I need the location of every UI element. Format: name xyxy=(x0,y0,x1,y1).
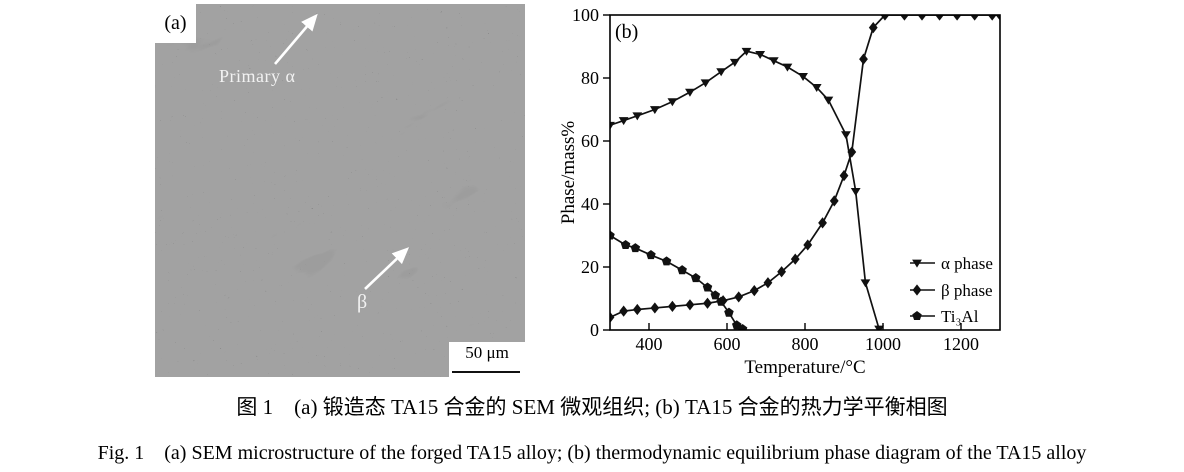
legend-marker-beta xyxy=(912,284,922,296)
legend-marker-alpha xyxy=(912,259,922,268)
y-tick-label: 60 xyxy=(581,131,599,151)
legend-label-beta: β phase xyxy=(941,281,993,300)
chart-legend: α phase β phase Ti₃Al xyxy=(910,254,993,326)
x-tick-label: 600 xyxy=(714,334,741,354)
panel-a-label: (a) xyxy=(155,4,196,43)
marker-beta xyxy=(632,303,642,316)
sem-annotation-arrows xyxy=(274,13,410,290)
beta-arrow xyxy=(364,247,410,290)
marker-ti3al xyxy=(677,265,687,275)
marker-beta xyxy=(868,22,878,34)
panel-b-label: (b) xyxy=(615,21,639,43)
marker-beta xyxy=(847,146,857,158)
marker-beta xyxy=(970,14,980,21)
series-beta xyxy=(609,14,1001,323)
caption-chinese: 图 1 (a) 锻造态 TA15 合金的 SEM 微观组织; (b) TA15 … xyxy=(236,395,948,419)
x-axis-label: Temperature/°C xyxy=(744,357,865,378)
marker-beta xyxy=(763,277,773,289)
x-tick-label: 400 xyxy=(636,334,663,354)
marker-beta xyxy=(803,239,813,251)
primary-alpha-arrow xyxy=(274,13,318,65)
marker-alpha xyxy=(716,68,727,77)
marker-ti3al xyxy=(691,273,701,283)
marker-ti3al xyxy=(646,250,656,260)
legend-label-ti3al: Ti₃Al xyxy=(941,307,979,326)
marker-beta xyxy=(818,217,827,229)
marker-beta xyxy=(790,253,800,265)
sem-texture xyxy=(155,4,525,377)
marker-beta xyxy=(935,14,944,21)
scale-bar-label: 50 μm xyxy=(465,343,509,362)
marker-ti3al xyxy=(716,296,726,306)
scale-bar-line xyxy=(452,371,520,373)
sem-micrograph: Primary α β (a) 50 μm xyxy=(155,4,525,377)
x-axis xyxy=(648,323,962,330)
marker-beta xyxy=(777,266,786,278)
marker-alpha xyxy=(649,106,660,115)
marker-beta xyxy=(703,297,712,309)
beta-annotation: β xyxy=(357,291,368,313)
x-tick-label: 800 xyxy=(792,334,819,354)
marker-beta xyxy=(829,195,839,207)
marker-alpha xyxy=(798,73,808,82)
marker-beta xyxy=(952,14,962,21)
marker-alpha xyxy=(685,88,695,97)
series-ti3al xyxy=(609,230,748,331)
legend-label-alpha: α phase xyxy=(941,254,993,273)
marker-alpha xyxy=(755,50,766,59)
y-tick-label: 40 xyxy=(581,194,599,214)
marker-ti3al xyxy=(630,243,641,253)
caption-english: Fig. 1 (a) SEM microstructure of the for… xyxy=(97,442,1087,464)
y-tick-label: 0 xyxy=(590,320,599,340)
series-line-ti3al xyxy=(609,234,744,330)
marker-alpha xyxy=(609,121,615,130)
marker-beta xyxy=(668,300,677,312)
marker-alpha xyxy=(782,63,793,72)
marker-beta xyxy=(859,53,868,65)
marker-beta xyxy=(987,14,997,21)
phase-diagram-chart: 400 600 800 1000 1200 0 20 40 60 80 100 Temperature… xyxy=(558,5,1001,378)
marker-alpha xyxy=(700,79,711,88)
marker-beta xyxy=(839,170,849,182)
marker-ti3al xyxy=(702,282,713,292)
marker-beta xyxy=(917,14,927,21)
marker-ti3al xyxy=(724,307,734,317)
marker-beta xyxy=(650,302,660,314)
scale-bar: 50 μm xyxy=(449,342,525,377)
phase-diagram-panel: 400 600 800 1000 1200 0 20 40 60 80 100 Temperature… xyxy=(558,0,1030,382)
marker-alpha xyxy=(729,58,740,67)
marker-alpha xyxy=(741,47,752,56)
x-tick-label: 1000 xyxy=(865,334,901,354)
marker-alpha xyxy=(618,117,629,126)
marker-alpha xyxy=(823,96,834,105)
series-alpha xyxy=(609,47,884,331)
x-tick-label: 1200 xyxy=(943,334,979,354)
y-tick-label: 80 xyxy=(581,68,599,88)
y-tick-label: 20 xyxy=(581,257,599,277)
marker-beta xyxy=(749,285,759,297)
marker-alpha xyxy=(768,57,779,66)
marker-alpha xyxy=(667,98,678,107)
marker-alpha xyxy=(860,279,871,288)
marker-ti3al xyxy=(710,290,721,300)
legend-marker-ti3al xyxy=(912,311,922,321)
marker-beta xyxy=(900,14,909,21)
marker-ti3al xyxy=(620,239,631,249)
marker-alpha xyxy=(632,112,643,121)
marker-alpha xyxy=(850,188,861,196)
marker-beta xyxy=(734,291,744,303)
marker-alpha xyxy=(841,131,851,140)
y-axis-label: Phase/mass% xyxy=(560,121,579,225)
marker-alpha xyxy=(811,84,822,93)
marker-ti3al xyxy=(737,324,748,331)
marker-beta xyxy=(880,14,890,21)
y-axis xyxy=(603,14,610,331)
y-tick-label: 100 xyxy=(572,5,599,25)
marker-ti3al xyxy=(661,256,672,266)
marker-beta xyxy=(685,299,695,311)
marker-ti3al xyxy=(609,230,615,240)
marker-beta xyxy=(619,305,629,317)
primary-alpha-annotation: Primary α xyxy=(219,66,296,86)
